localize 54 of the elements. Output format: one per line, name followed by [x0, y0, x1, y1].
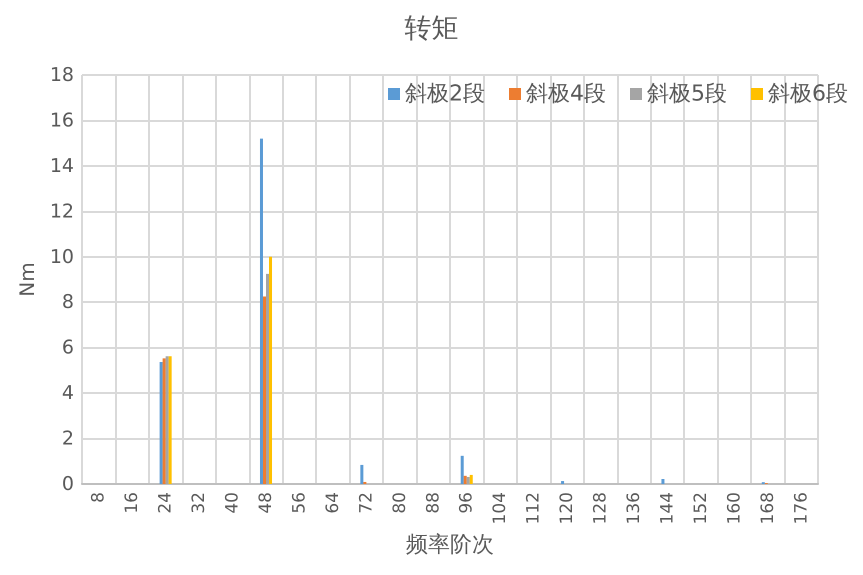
bar — [466, 476, 470, 484]
chart-title: 转矩 — [404, 13, 458, 44]
x-tick-label: 8 — [88, 492, 109, 503]
bar — [166, 356, 169, 484]
bar — [168, 356, 172, 484]
x-tick-label: 80 — [390, 492, 410, 514]
legend-label: 斜极4段 — [526, 82, 606, 106]
x-tick-label: 136 — [624, 492, 644, 524]
x-tick-label: 144 — [657, 492, 678, 524]
x-tick-label: 120 — [557, 492, 578, 524]
x-axis-title: 频率阶次 — [406, 532, 494, 558]
x-tick-label: 176 — [791, 492, 812, 524]
bar — [460, 456, 464, 484]
y-tick-label: 8 — [62, 291, 74, 314]
y-tick-label: 16 — [50, 109, 74, 132]
x-tick-label: 112 — [524, 492, 544, 524]
x-tick-label: 16 — [122, 492, 142, 514]
x-tick-label: 32 — [189, 492, 210, 514]
y-tick-label: 14 — [50, 154, 74, 177]
x-tick-label: 160 — [724, 492, 744, 524]
x-tick-label: 40 — [222, 492, 243, 514]
bar — [160, 362, 163, 484]
x-tick-label: 104 — [490, 492, 510, 524]
legend-label: 斜极5段 — [647, 82, 728, 106]
x-tick-label: 48 — [256, 492, 276, 514]
y-tick-label: 6 — [62, 336, 74, 359]
y-tick-label: 2 — [62, 428, 74, 450]
x-tick-label: 56 — [289, 492, 310, 514]
y-axis-title: Nm — [15, 262, 39, 297]
bar — [360, 464, 364, 484]
bar — [464, 476, 467, 484]
y-tick-label: 10 — [50, 246, 74, 268]
bar — [561, 481, 564, 484]
x-tick-label: 72 — [356, 492, 376, 514]
legend-label: 斜极2段 — [405, 82, 486, 106]
y-tick-label: 12 — [50, 200, 74, 222]
bar — [661, 479, 664, 484]
y-tick-label: 18 — [50, 64, 74, 86]
x-tick-label: 168 — [758, 492, 778, 524]
bar — [260, 138, 263, 484]
y-tick-label: 4 — [62, 382, 74, 404]
bar — [162, 358, 166, 484]
x-tick-label: 128 — [590, 492, 611, 524]
bar — [262, 296, 266, 484]
bar — [266, 274, 270, 484]
x-tick-label: 24 — [156, 492, 176, 514]
bar — [269, 256, 272, 484]
y-tick-label: 0 — [62, 473, 74, 495]
x-tick-label: 152 — [690, 492, 711, 524]
x-tick-label: 96 — [456, 492, 477, 514]
x-tick-label: 64 — [322, 492, 343, 514]
x-tick-label: 88 — [423, 492, 444, 514]
bar — [470, 474, 473, 484]
legend-label: 斜极6段 — [768, 82, 848, 106]
